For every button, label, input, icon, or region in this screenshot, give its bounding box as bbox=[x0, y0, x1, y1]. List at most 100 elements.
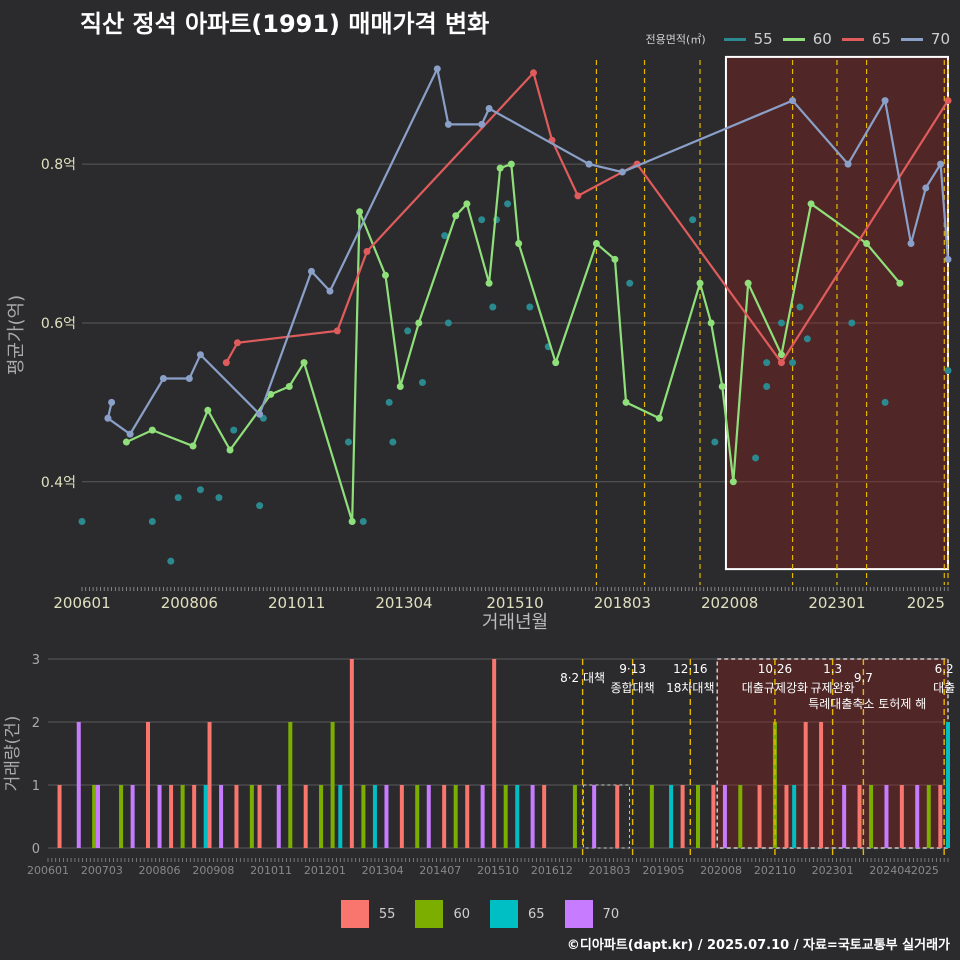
data-point bbox=[592, 240, 600, 248]
volume-bar bbox=[288, 722, 293, 848]
x-tick-label: 202008 bbox=[701, 594, 758, 612]
policy-label: 6.2 bbox=[935, 662, 954, 676]
legend-item-55: 55 bbox=[723, 30, 773, 48]
volume-bar bbox=[249, 785, 254, 848]
volume-bar bbox=[515, 785, 520, 848]
volume-bar bbox=[130, 785, 135, 848]
data-point bbox=[189, 442, 197, 450]
data-point bbox=[478, 120, 486, 128]
data-point bbox=[196, 486, 204, 494]
volume-bar bbox=[492, 659, 497, 848]
policy-label: 12·16 bbox=[673, 662, 707, 676]
x-tick-label: 202008 bbox=[700, 864, 742, 877]
x-tick-label: 200703 bbox=[81, 864, 123, 877]
x-tick-label: 201011 bbox=[268, 594, 325, 612]
data-point bbox=[222, 359, 230, 367]
policy-label: 특례대출축소 토허제 해 bbox=[808, 697, 926, 711]
data-point bbox=[944, 97, 952, 105]
volume-bar bbox=[96, 785, 100, 848]
data-point bbox=[881, 398, 889, 406]
volume-bar bbox=[842, 785, 847, 848]
volume-bar bbox=[938, 785, 943, 848]
data-point bbox=[122, 438, 130, 446]
data-point bbox=[777, 359, 785, 367]
volume-bar bbox=[169, 785, 174, 848]
data-point bbox=[552, 359, 560, 367]
volume-bar bbox=[926, 785, 931, 848]
data-point bbox=[444, 120, 452, 128]
y-tick-label: 0.8억 bbox=[41, 157, 76, 173]
credit-text: ©디아파트(dapt.kr) / 2025.07.10 / 자료=국토교통부 실… bbox=[566, 938, 950, 953]
volume-bar bbox=[207, 722, 212, 848]
volume-bar bbox=[192, 785, 197, 848]
data-point bbox=[752, 454, 760, 462]
legend-item-60: 60 bbox=[415, 900, 470, 928]
data-point bbox=[763, 359, 771, 367]
data-point bbox=[626, 279, 634, 287]
volume-bar bbox=[180, 785, 185, 848]
volume-bar bbox=[480, 785, 485, 848]
data-point bbox=[256, 410, 264, 418]
volume-bar bbox=[869, 785, 874, 848]
volume-bar bbox=[415, 785, 420, 848]
x-tick-label: 201011 bbox=[250, 864, 292, 877]
data-point bbox=[285, 382, 293, 390]
x-tick-label: 201803 bbox=[589, 864, 631, 877]
price-legend: 전용면적(㎡) 55 60 65 70 bbox=[646, 30, 950, 48]
y-tick-label: 0.6억 bbox=[41, 316, 76, 332]
data-point bbox=[404, 327, 412, 335]
data-point bbox=[300, 359, 308, 367]
x-tick-label: 201612 bbox=[531, 864, 573, 877]
data-point bbox=[696, 279, 704, 287]
data-point bbox=[655, 414, 663, 422]
volume-bar bbox=[349, 659, 354, 848]
data-point bbox=[204, 406, 212, 414]
policy-label: 18차대책 bbox=[666, 680, 714, 695]
data-point bbox=[381, 271, 389, 279]
data-point bbox=[307, 267, 315, 275]
volume-bar bbox=[680, 785, 685, 848]
data-point bbox=[485, 279, 493, 287]
data-point bbox=[863, 240, 871, 248]
legend-label: 65 bbox=[871, 30, 891, 48]
legend-label: 55 bbox=[753, 30, 773, 48]
data-point bbox=[807, 200, 815, 208]
volume-legend: 55 60 65 70 bbox=[0, 900, 960, 928]
data-point bbox=[148, 426, 156, 434]
data-point bbox=[707, 319, 715, 327]
volume-bar bbox=[57, 785, 62, 848]
legend-item-65: 65 bbox=[490, 900, 545, 928]
y-tick-label: 1 bbox=[32, 779, 40, 794]
policy-label: 8·2 대책 bbox=[560, 670, 605, 685]
data-point bbox=[256, 502, 264, 510]
x-tick-label: 201803 bbox=[594, 594, 651, 612]
data-point bbox=[418, 379, 426, 386]
data-point bbox=[104, 414, 112, 422]
x-tick-label: 200806 bbox=[139, 864, 181, 877]
data-point bbox=[530, 69, 538, 77]
legend-title: 전용면적(㎡) bbox=[645, 33, 706, 46]
x-tick-label: 2025 bbox=[911, 864, 939, 877]
x-tick-label: 201304 bbox=[362, 864, 404, 877]
legend-item-65: 65 bbox=[841, 30, 891, 48]
volume-bar bbox=[696, 785, 700, 848]
policy-label: 대출 bbox=[933, 681, 955, 695]
data-point bbox=[507, 160, 515, 168]
data-point bbox=[585, 160, 593, 168]
chart-title: 직산 정석 아파트(1991) 매매가격 변화 bbox=[80, 10, 490, 38]
x-tick-label: 200806 bbox=[161, 594, 218, 612]
data-point bbox=[359, 517, 367, 525]
data-point bbox=[441, 232, 449, 240]
data-point bbox=[196, 351, 204, 359]
y-axis-label: 거래량(건) bbox=[3, 716, 23, 792]
volume-bar bbox=[119, 785, 124, 848]
x-tick-label: 201407 bbox=[419, 864, 461, 877]
data-point bbox=[504, 200, 512, 208]
volume-bar bbox=[465, 785, 470, 848]
data-point bbox=[803, 335, 811, 343]
data-point bbox=[711, 438, 719, 446]
data-point bbox=[326, 287, 334, 295]
volume-bar bbox=[234, 785, 239, 848]
data-point bbox=[896, 279, 904, 287]
policy-label: 10.26 bbox=[758, 662, 792, 676]
